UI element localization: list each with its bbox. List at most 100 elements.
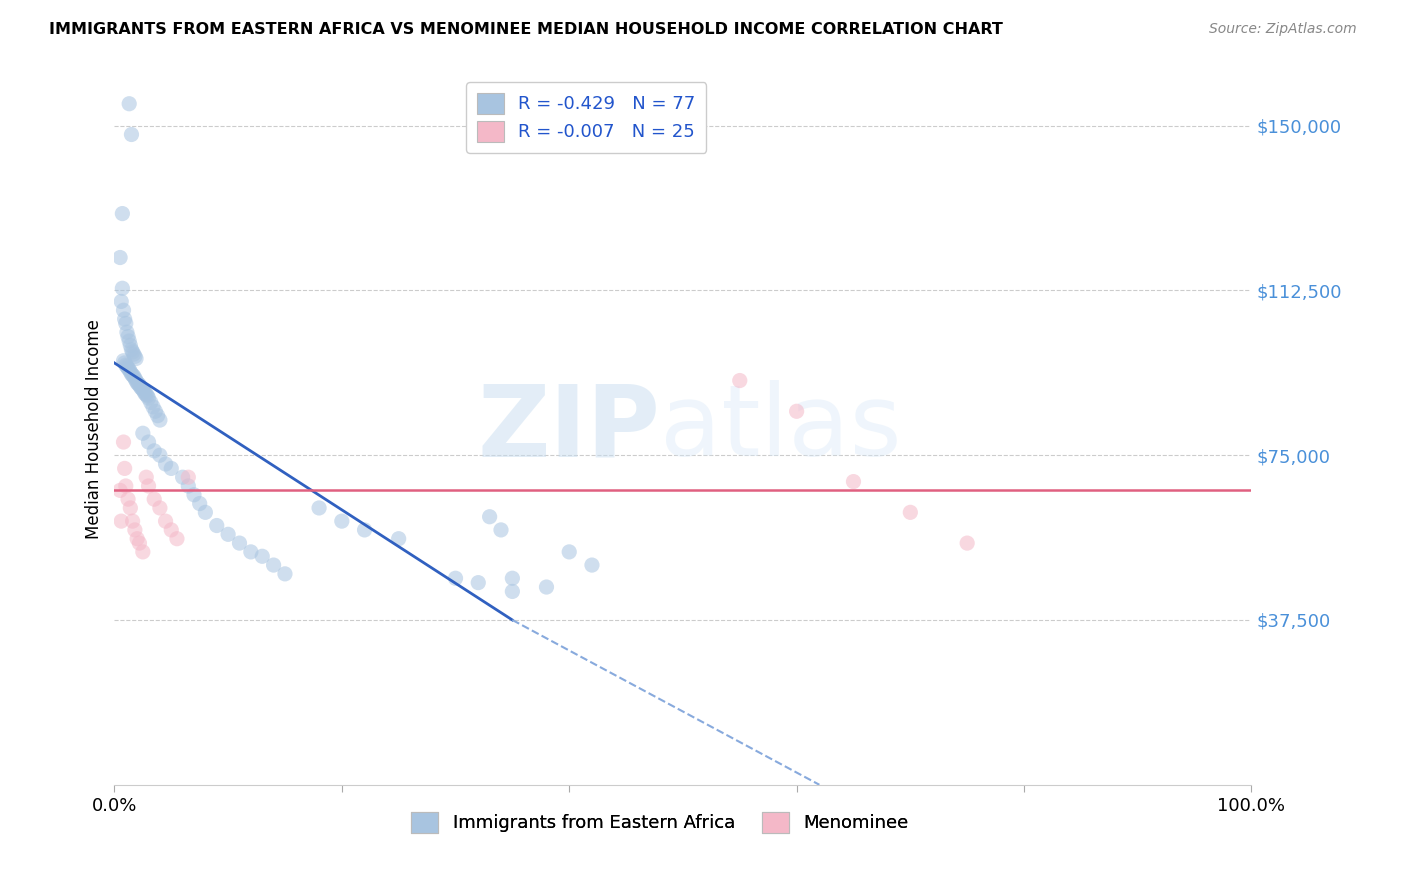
Point [149, 413, 172, 427]
Point [149, 448, 172, 462]
Point [143, 443, 166, 458]
Point [172, 470, 194, 484]
Point [160, 461, 183, 475]
Point [135, 470, 157, 484]
Point [138, 435, 160, 450]
Point [114, 461, 136, 475]
Point [129, 380, 152, 394]
Point [117, 492, 139, 507]
Point [353, 523, 375, 537]
Point [252, 549, 274, 564]
Point [112, 303, 135, 318]
Y-axis label: Median Household Income: Median Household Income [86, 319, 103, 539]
Point [478, 509, 501, 524]
Point [114, 312, 136, 326]
Legend: Immigrants from Eastern Africa, Menominee: Immigrants from Eastern Africa, Menomine… [404, 805, 917, 839]
Point [274, 566, 297, 581]
Point [111, 281, 134, 295]
Point [388, 532, 411, 546]
Point [135, 387, 157, 401]
Point [108, 251, 131, 265]
Point [228, 536, 250, 550]
Point [122, 347, 145, 361]
Point [956, 536, 979, 550]
Point [127, 377, 149, 392]
Point [501, 584, 523, 599]
Point [728, 374, 751, 388]
Point [146, 409, 169, 423]
Point [121, 368, 143, 383]
Point [194, 505, 217, 519]
Point [155, 514, 177, 528]
Point [138, 391, 160, 405]
Point [114, 317, 136, 331]
Point [132, 384, 155, 399]
Point [115, 359, 138, 374]
Point [143, 492, 166, 507]
Point [120, 500, 142, 515]
Point [160, 523, 183, 537]
Point [581, 558, 603, 572]
Point [118, 334, 141, 348]
Point [117, 361, 139, 376]
Point [114, 358, 136, 372]
Point [110, 514, 132, 528]
Point [124, 350, 146, 364]
Point [132, 426, 155, 441]
Point [128, 536, 150, 550]
Point [121, 128, 143, 142]
Point [115, 325, 138, 339]
Point [127, 376, 149, 390]
Point [536, 580, 558, 594]
Point [114, 479, 136, 493]
Point [143, 404, 166, 418]
Point [127, 532, 149, 546]
Point [155, 457, 177, 471]
Point [149, 500, 172, 515]
Point [139, 395, 162, 409]
Text: Source: ZipAtlas.com: Source: ZipAtlas.com [1209, 22, 1357, 37]
Point [121, 514, 143, 528]
Point [263, 558, 285, 572]
Text: IMMIGRANTS FROM EASTERN AFRICA VS MENOMINEE MEDIAN HOUSEHOLD INCOME CORRELATION : IMMIGRANTS FROM EASTERN AFRICA VS MENOMI… [49, 22, 1002, 37]
Point [177, 470, 200, 484]
Point [183, 488, 205, 502]
Point [122, 369, 145, 384]
Text: atlas: atlas [661, 380, 901, 477]
Point [118, 96, 141, 111]
Point [132, 382, 155, 396]
Point [444, 571, 467, 585]
Point [132, 545, 155, 559]
Point [117, 329, 139, 343]
Point [128, 378, 150, 392]
Point [124, 371, 146, 385]
Point [842, 475, 865, 489]
Point [121, 343, 143, 357]
Point [558, 545, 581, 559]
Point [188, 497, 211, 511]
Point [134, 386, 156, 401]
Point [121, 367, 143, 381]
Text: ZIP: ZIP [477, 380, 661, 477]
Point [166, 532, 188, 546]
Point [121, 345, 143, 359]
Point [118, 362, 141, 376]
Point [898, 505, 921, 519]
Point [239, 545, 262, 559]
Point [142, 400, 165, 414]
Point [114, 356, 136, 370]
Point [112, 353, 135, 368]
Point [786, 404, 808, 418]
Point [136, 389, 159, 403]
Point [138, 479, 160, 493]
Point [125, 374, 148, 388]
Point [108, 483, 131, 498]
Point [217, 527, 239, 541]
Point [177, 479, 200, 493]
Point [467, 575, 489, 590]
Point [308, 500, 330, 515]
Point [205, 518, 228, 533]
Point [125, 351, 148, 366]
Point [330, 514, 353, 528]
Point [111, 206, 134, 220]
